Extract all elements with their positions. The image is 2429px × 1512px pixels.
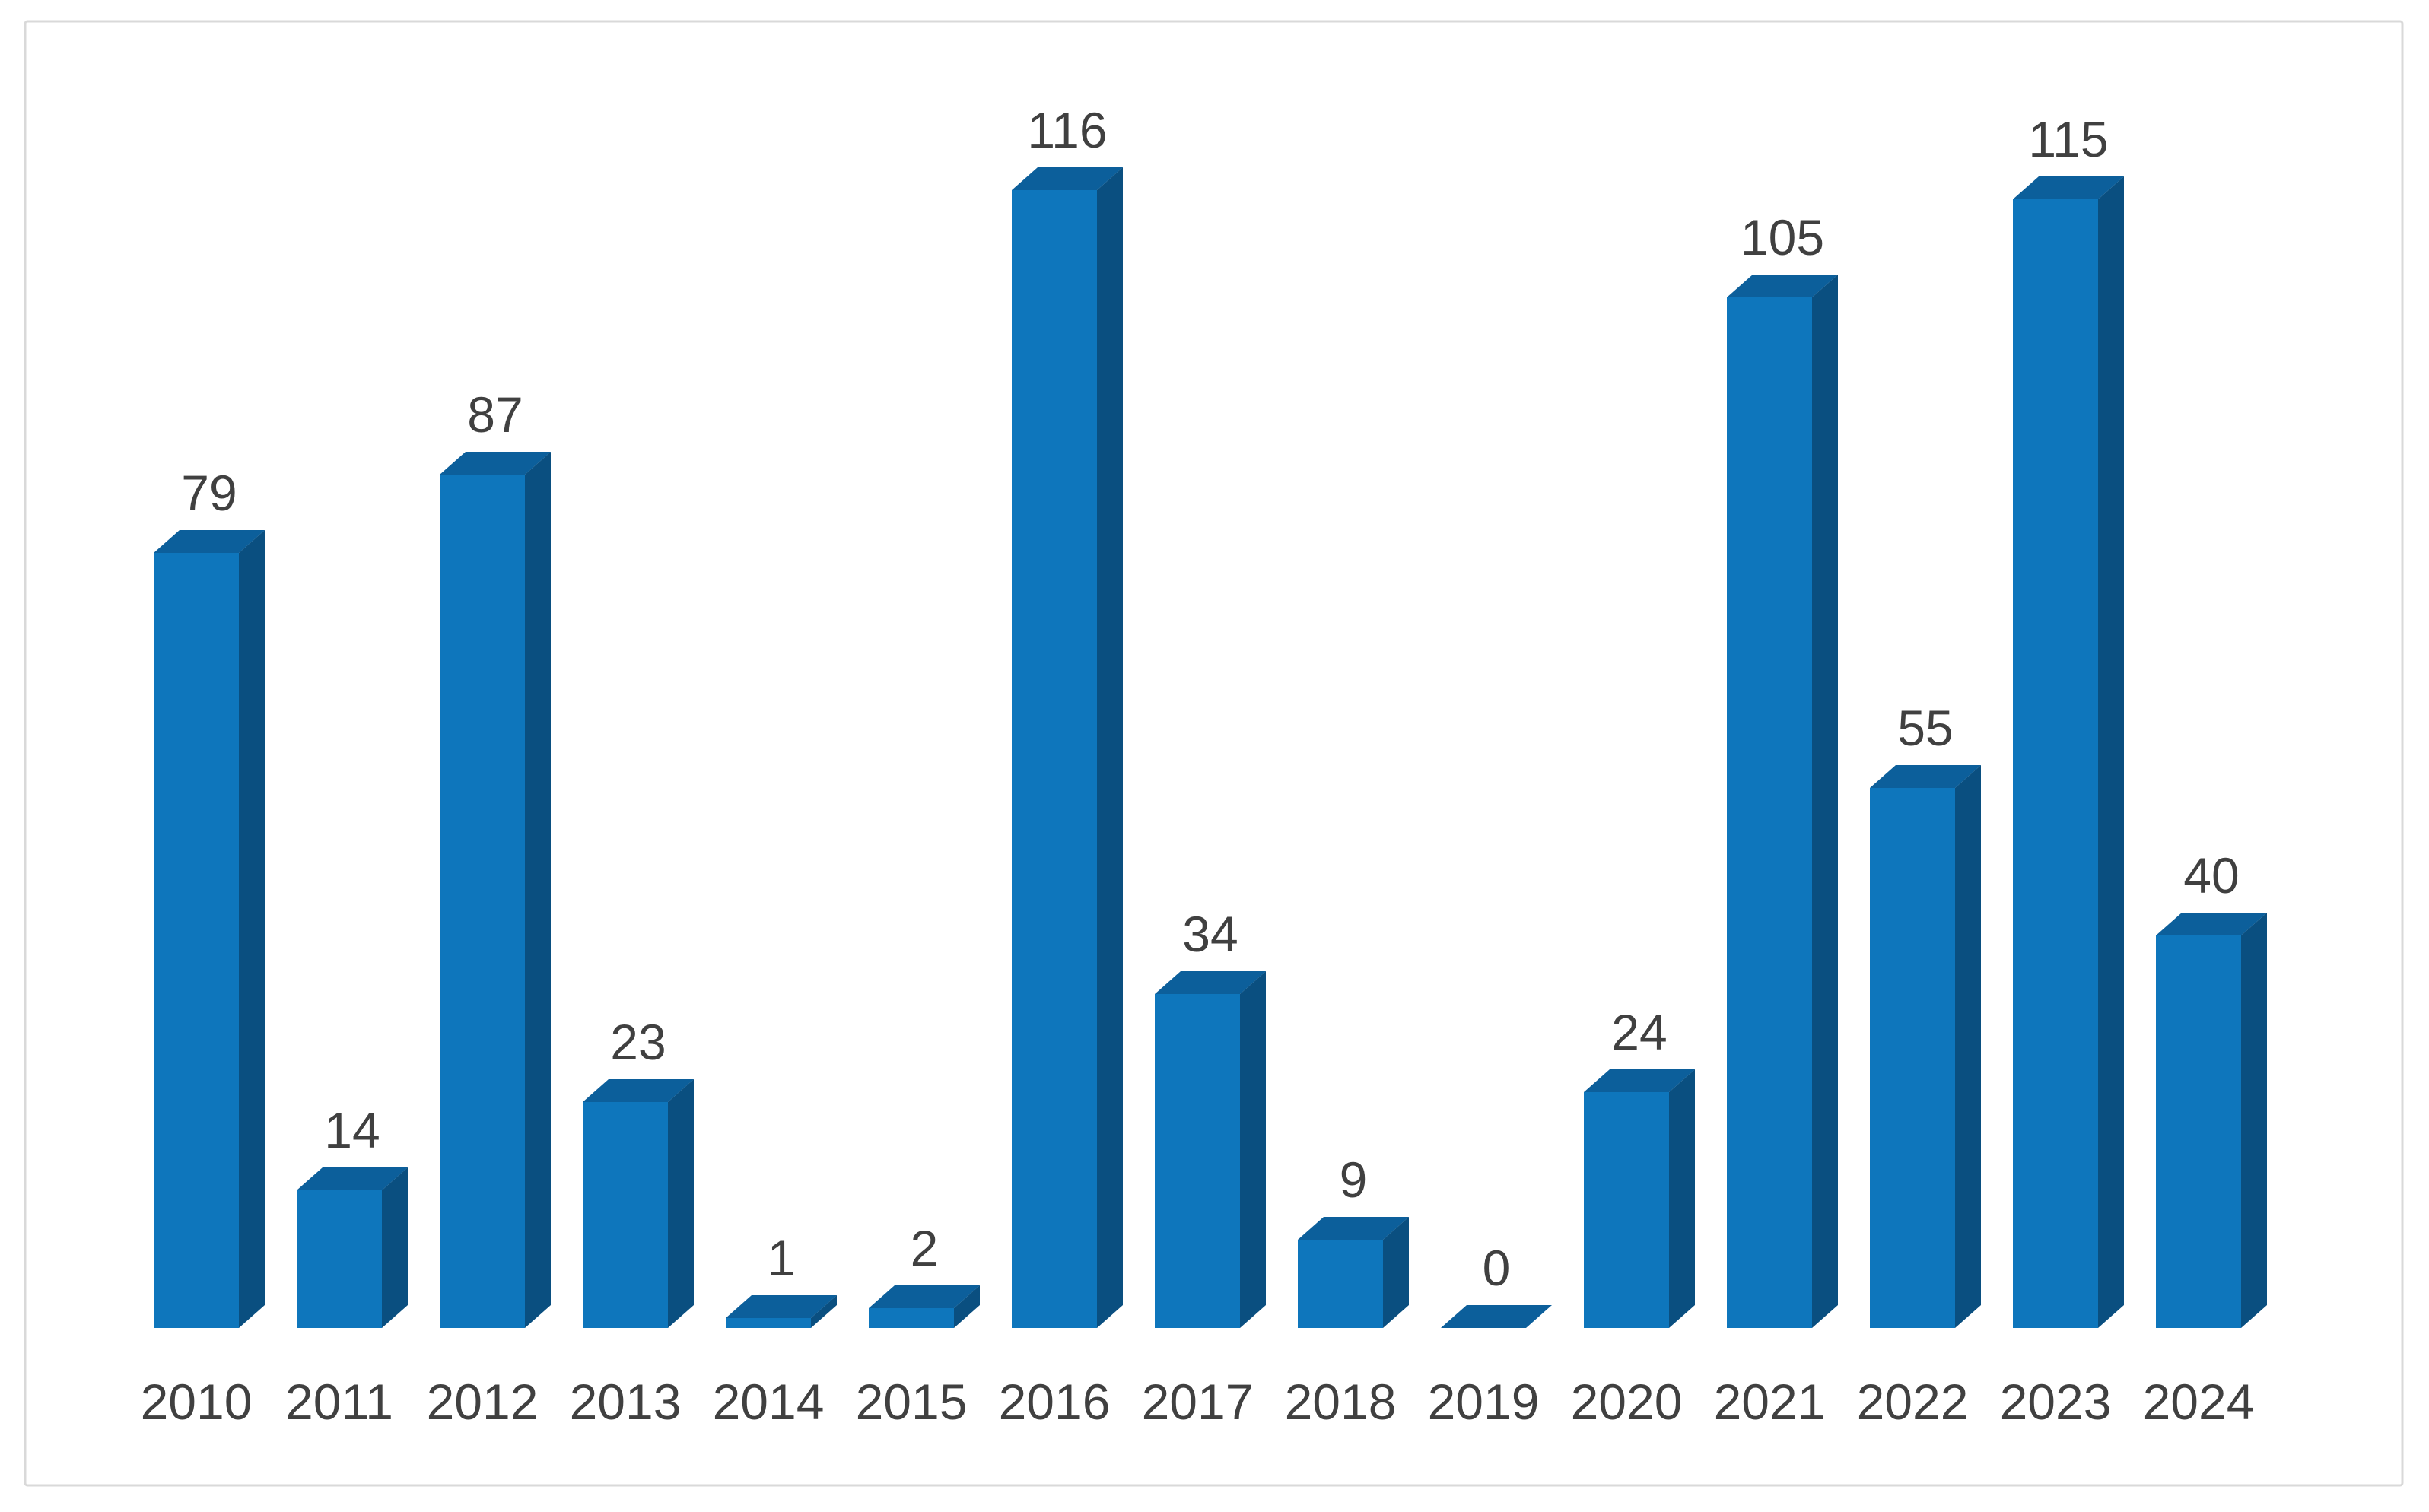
- bar-top-face: [2013, 176, 2124, 199]
- bar-group-2012: 87: [440, 386, 551, 1328]
- bar-group-2017: 34: [1155, 906, 1266, 1328]
- bar-front-face: [1298, 1240, 1383, 1328]
- bar-value-label: 2: [911, 1220, 939, 1276]
- x-axis-label-2013: 2013: [570, 1374, 682, 1430]
- x-axis-label-2015: 2015: [856, 1374, 968, 1430]
- x-axis-label-2021: 2021: [1714, 1374, 1826, 1430]
- x-axis-label-2020: 2020: [1571, 1374, 1683, 1430]
- x-axis-label-2018: 2018: [1285, 1374, 1397, 1430]
- x-axis-label-2016: 2016: [999, 1374, 1111, 1430]
- bar-side-face: [668, 1079, 694, 1328]
- bar-group-2024: 40: [2156, 847, 2267, 1328]
- bar-front-face: [440, 475, 525, 1328]
- bar-side-face: [1812, 275, 1838, 1328]
- bar-side-face: [954, 1285, 980, 1328]
- bar-front-face: [154, 553, 239, 1328]
- bar-value-label: 14: [324, 1102, 380, 1158]
- bar-side-face: [1097, 167, 1123, 1328]
- x-axis-label-2019: 2019: [1428, 1374, 1540, 1430]
- bar-value-label: 79: [181, 465, 237, 521]
- bar-front-face: [1012, 190, 1097, 1328]
- bar-top-face: [440, 452, 551, 475]
- x-axis-label-2010: 2010: [141, 1374, 253, 1430]
- bar-side-face: [2241, 913, 2267, 1328]
- bar-value-label: 0: [1483, 1240, 1511, 1296]
- bar-value-label: 24: [1611, 1004, 1667, 1060]
- bar-top-face: [1727, 275, 1838, 297]
- x-axis-label-2023: 2023: [2000, 1374, 2112, 1430]
- bar-side-face: [1669, 1069, 1695, 1328]
- bar-top-face: [1012, 167, 1123, 190]
- bar-group-2010: 79: [154, 465, 265, 1328]
- x-axis-label-2017: 2017: [1142, 1374, 1254, 1430]
- bar-group-2015: 2: [869, 1220, 980, 1328]
- bar-front-face: [1584, 1092, 1669, 1328]
- bar-front-face: [1155, 994, 1240, 1328]
- bar-front-face: [583, 1102, 668, 1328]
- x-axis-label-2024: 2024: [2143, 1374, 2255, 1430]
- bar-top-face: [1298, 1217, 1409, 1240]
- bar-value-label: 87: [467, 386, 523, 443]
- bar-group-2019: 0: [1441, 1240, 1552, 1328]
- bar-side-face: [1383, 1217, 1409, 1328]
- bar-group-2013: 23: [583, 1014, 694, 1328]
- bar-value-label: 23: [610, 1014, 666, 1070]
- bar-value-label: 34: [1182, 906, 1238, 962]
- bar-front-face: [726, 1318, 811, 1328]
- bar-top-face: [869, 1285, 980, 1308]
- x-axis-label-2014: 2014: [713, 1374, 825, 1430]
- bar-group-2018: 9: [1298, 1151, 1409, 1328]
- bar-front-face: [869, 1308, 954, 1328]
- bar-top-face: [2156, 913, 2267, 935]
- bar-front-face: [297, 1190, 382, 1328]
- x-axis-label-2011: 2011: [285, 1374, 393, 1430]
- bar-top-face: [1441, 1305, 1552, 1328]
- bar-value-label: 9: [1340, 1151, 1368, 1208]
- bar-value-label: 116: [1027, 102, 1107, 158]
- bar-top-face: [1155, 971, 1266, 994]
- bar-top-face: [297, 1167, 408, 1190]
- bar-side-face: [382, 1167, 408, 1328]
- bar-side-face: [1240, 971, 1266, 1328]
- bar-value-label: 1: [768, 1230, 796, 1286]
- bar-value-label: 115: [2028, 111, 2108, 167]
- bar-side-face: [811, 1295, 837, 1328]
- bar-front-face: [1727, 297, 1812, 1328]
- bar-group-2011: 14: [297, 1102, 408, 1328]
- bar-side-face: [1955, 765, 1981, 1328]
- bar-front-face: [2156, 935, 2241, 1328]
- bar-top-face: [726, 1295, 837, 1318]
- bar-front-face: [2013, 199, 2098, 1328]
- bar-side-face: [2098, 176, 2124, 1328]
- bar-side-face: [239, 530, 265, 1328]
- bar-value-label: 55: [1897, 700, 1953, 756]
- bar-group-2020: 24: [1584, 1004, 1695, 1328]
- bar-top-face: [583, 1079, 694, 1102]
- bar-value-label: 40: [2183, 847, 2239, 904]
- bar-top-face: [1584, 1069, 1695, 1092]
- bar-group-2014: 1: [726, 1230, 837, 1328]
- bar-group-2016: 116: [1012, 102, 1123, 1328]
- bar-group-2023: 115: [2013, 111, 2124, 1328]
- bar-value-label: 105: [1741, 209, 1824, 265]
- x-axis-label-2022: 2022: [1857, 1374, 1969, 1430]
- x-axis-label-2012: 2012: [427, 1374, 539, 1430]
- bar-front-face: [1870, 788, 1955, 1328]
- bar-top-face: [1870, 765, 1981, 788]
- bar-side-face: [525, 452, 551, 1328]
- bar-group-2021: 105: [1727, 209, 1838, 1328]
- bar-top-face: [154, 530, 265, 553]
- bar-group-2022: 55: [1870, 700, 1981, 1328]
